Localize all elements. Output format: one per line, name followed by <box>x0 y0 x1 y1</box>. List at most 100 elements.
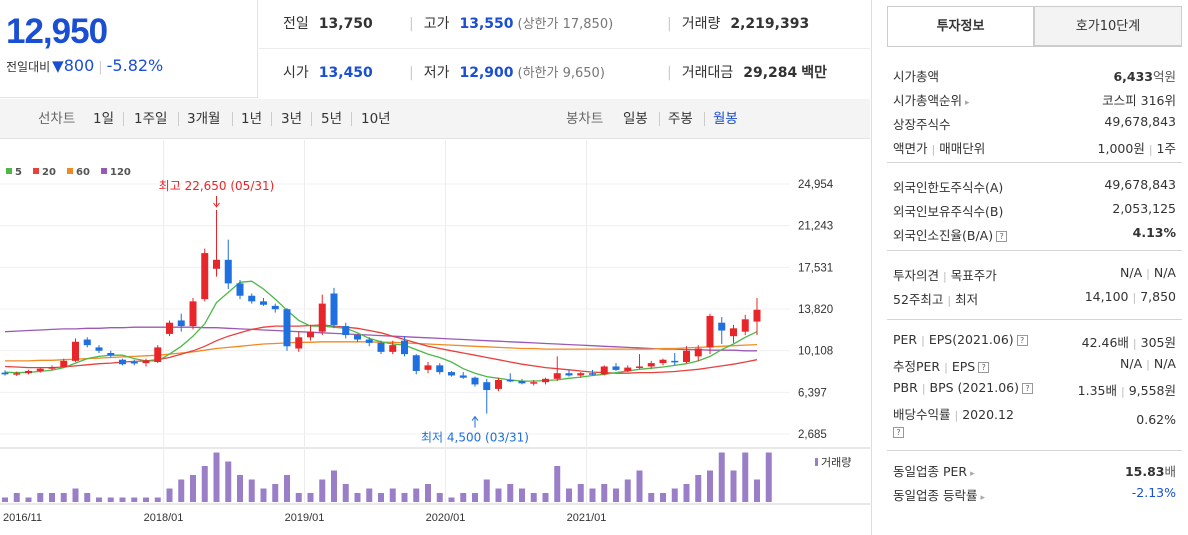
candle-body <box>659 359 667 364</box>
help-icon[interactable]: ? <box>1022 383 1033 394</box>
candle-body <box>224 259 232 284</box>
candle-body <box>48 367 56 369</box>
y-tick-label: 17,531 <box>798 262 833 274</box>
volume-bar <box>342 484 349 502</box>
volume-bar <box>695 475 702 502</box>
candle-body <box>624 367 632 371</box>
row-sector-per[interactable]: 동일업종 PER ▸ 15.83배 <box>893 464 1176 479</box>
chart-labels: 2016/11 2018/01 2019/01 2020/01 2021/01 24,95… <box>3 179 851 524</box>
volume-bar <box>601 484 608 502</box>
candle-body <box>177 320 185 327</box>
period-5y[interactable]: 5년 <box>321 111 343 127</box>
volume-bar <box>648 493 655 502</box>
candle-body <box>354 335 361 340</box>
legend-label: 5 <box>15 167 22 178</box>
period-1w[interactable]: 1주일 <box>134 111 168 127</box>
volume-bars <box>2 452 772 502</box>
row-opinion: 투자의견 | 목표주가 N/A | N/A <box>893 265 1176 283</box>
period-1y[interactable]: 1년 <box>241 111 263 127</box>
help-icon[interactable]: ? <box>978 362 990 373</box>
help-icon[interactable]: ? <box>893 427 904 438</box>
x-tick-label: 2018/01 <box>144 512 184 524</box>
tab-order-book[interactable]: 호가10단계 <box>1034 6 1182 46</box>
y-tick-label: 10,108 <box>798 346 833 358</box>
candle-body <box>142 360 150 364</box>
chart-grid <box>0 140 870 505</box>
legend-swatch <box>6 168 12 174</box>
invest-info-panel: 투자정보 호가10단계 시가총액 6,433억원 시가총액순위 ▸ 코스피 316… <box>871 0 1188 535</box>
volume-legend-mark <box>815 458 818 466</box>
volume-bar <box>272 484 279 502</box>
volume-bar <box>765 452 772 502</box>
candle-body <box>342 326 350 336</box>
volume-bar <box>624 479 631 502</box>
volume-bar <box>707 470 713 502</box>
row-market-cap: 시가총액 6,433억원 <box>893 69 1176 84</box>
stock-chart[interactable]: 2016/11 2018/01 2019/01 2020/01 2021/01 24,95… <box>0 140 870 535</box>
volume-bar <box>378 493 384 502</box>
moving-average-lines <box>4 280 758 382</box>
help-icon[interactable]: ? <box>996 231 1008 242</box>
volume-bar <box>37 493 44 502</box>
y-tick-label: 13,820 <box>798 304 833 316</box>
volume-bar <box>483 479 490 502</box>
volume-bar <box>143 497 149 502</box>
row-par-unit: 액면가 | 매매단위 1,000원 | 1주 <box>893 141 1176 156</box>
candle-daily[interactable]: 일봉 <box>623 111 648 127</box>
row-52week: 52주최고 | 최저 14,100 | 7,850 <box>893 289 1176 307</box>
volume-bar <box>718 452 725 502</box>
volume-bar <box>107 497 114 502</box>
volume-bar <box>683 484 690 502</box>
help-icon[interactable]: ? <box>1016 335 1028 346</box>
row-market-cap-rank[interactable]: 시가총액순위 ▸ 코스피 316위 <box>893 93 1176 108</box>
candle-body <box>248 295 256 302</box>
volume-bar <box>72 488 79 502</box>
ma120-line <box>4 326 757 352</box>
candle-body <box>753 309 761 322</box>
candle-body <box>83 339 91 346</box>
candle-body <box>718 322 726 331</box>
candle-body <box>107 353 115 356</box>
volume-bar <box>401 493 408 502</box>
legend-label: 20 <box>42 167 56 178</box>
low-arrow-head <box>471 415 479 421</box>
volume-bar <box>331 470 337 502</box>
volume-bar <box>554 466 561 502</box>
stat-prev-close: 전일 13,750 <box>283 16 373 32</box>
volume-bar <box>495 488 502 502</box>
candle-body <box>283 309 291 347</box>
row-sector-change[interactable]: 동일업종 등락률 ▸ -2.13% <box>893 485 1176 503</box>
period-10y[interactable]: 10년 <box>361 111 391 127</box>
volume-bar <box>613 488 619 502</box>
volume-bar <box>60 493 67 502</box>
candle-weekly[interactable]: 주봉 <box>668 111 693 127</box>
volume-bar <box>178 479 185 502</box>
candle-body <box>424 365 432 370</box>
row-per-eps: PER | EPS(2021.06)? 42.46배 | 305원 <box>893 332 1176 350</box>
volume-bar <box>307 493 314 502</box>
period-3y[interactable]: 3년 <box>281 111 303 127</box>
candle-monthly[interactable]: 월봉 <box>713 111 738 127</box>
stat-open: 시가 13,450 <box>283 65 373 81</box>
volume-bar <box>154 497 161 502</box>
candle-body <box>730 328 737 337</box>
candle-body <box>412 355 420 371</box>
low-annotation: 최저 4,500 (03/31) <box>421 431 529 445</box>
chart-period-bar: 선차트 1일 1주일 3개월 1년 3년 5년 10년 봉차트 일봉 주봉 월봉 <box>0 99 870 139</box>
tab-invest-info[interactable]: 투자정보 <box>887 6 1034 46</box>
y-tick-label: 24,954 <box>798 179 834 191</box>
stat-high: | 고가 13,550 (상한가 17,850) <box>409 16 614 32</box>
volume-bar <box>671 488 678 502</box>
candle-body <box>589 373 596 375</box>
candle-body <box>377 342 385 352</box>
period-3m[interactable]: 3개월 <box>187 111 221 127</box>
row-foreign-ratio: 외국인소진율(B/A)? 4.13% <box>893 225 1176 243</box>
candle-body <box>389 345 397 352</box>
y-tick-label: 6,397 <box>798 387 827 399</box>
stat-amount: | 거래대금 29,284 백만 <box>667 65 828 81</box>
candle-chart-label: 봉차트 <box>566 111 604 127</box>
candle-body <box>565 373 573 376</box>
x-tick-label: 2020/01 <box>426 512 466 524</box>
period-1d[interactable]: 1일 <box>93 111 115 127</box>
row-dividend: 배당수익률 | 2020.12? 0.62% <box>893 407 1176 438</box>
